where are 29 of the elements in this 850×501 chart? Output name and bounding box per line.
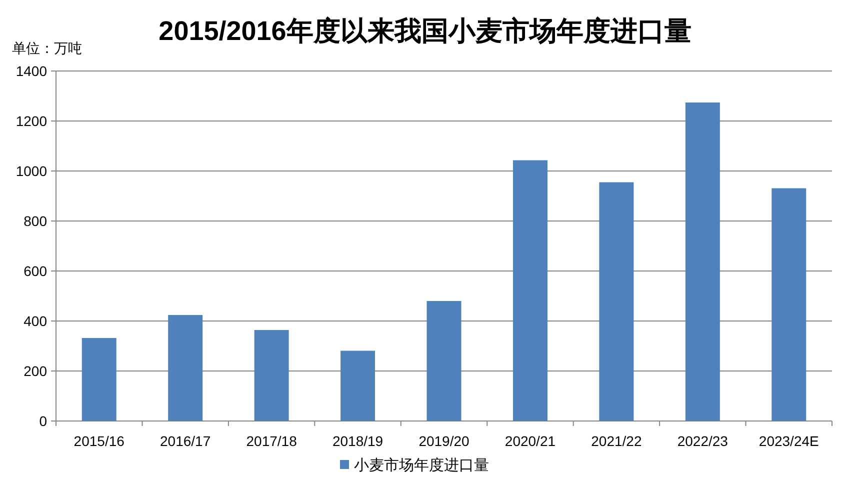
bar: [82, 338, 116, 421]
chart-title: 2015/2016年度以来我国小麦市场年度进口量: [158, 16, 692, 46]
y-tick-label: 400: [24, 313, 48, 329]
y-tick-label: 600: [24, 263, 48, 279]
x-tick-label: 2023/24E: [758, 433, 819, 449]
y-axis-title: 单位：万吨: [12, 40, 82, 56]
y-tick-label: 200: [24, 363, 48, 379]
legend-label: 小麦市场年度进口量: [354, 457, 489, 474]
x-tick-label: 2017/18: [246, 433, 298, 449]
x-tick-label: 2016/17: [160, 433, 211, 449]
y-tick-label: 800: [24, 213, 48, 229]
y-tick-label: 1400: [16, 63, 48, 79]
x-tick-label: 2019/20: [418, 433, 470, 449]
x-tick-label: 2018/19: [332, 433, 384, 449]
y-tick-label: 0: [39, 413, 48, 429]
bar: [772, 188, 806, 421]
x-tick-label: 2020/21: [504, 433, 556, 449]
bar: [426, 301, 462, 421]
bar: [599, 182, 634, 421]
bar: [168, 315, 203, 421]
bar: [254, 330, 289, 421]
bar: [512, 160, 548, 421]
bar: [340, 350, 376, 421]
x-tick-label: 2015/16: [74, 433, 125, 449]
y-tick-label: 1200: [16, 113, 48, 129]
y-tick-label: 1000: [16, 163, 48, 179]
x-tick-label: 2022/23: [677, 433, 728, 449]
bar: [685, 102, 720, 421]
x-tick-label: 2021/22: [591, 433, 642, 449]
